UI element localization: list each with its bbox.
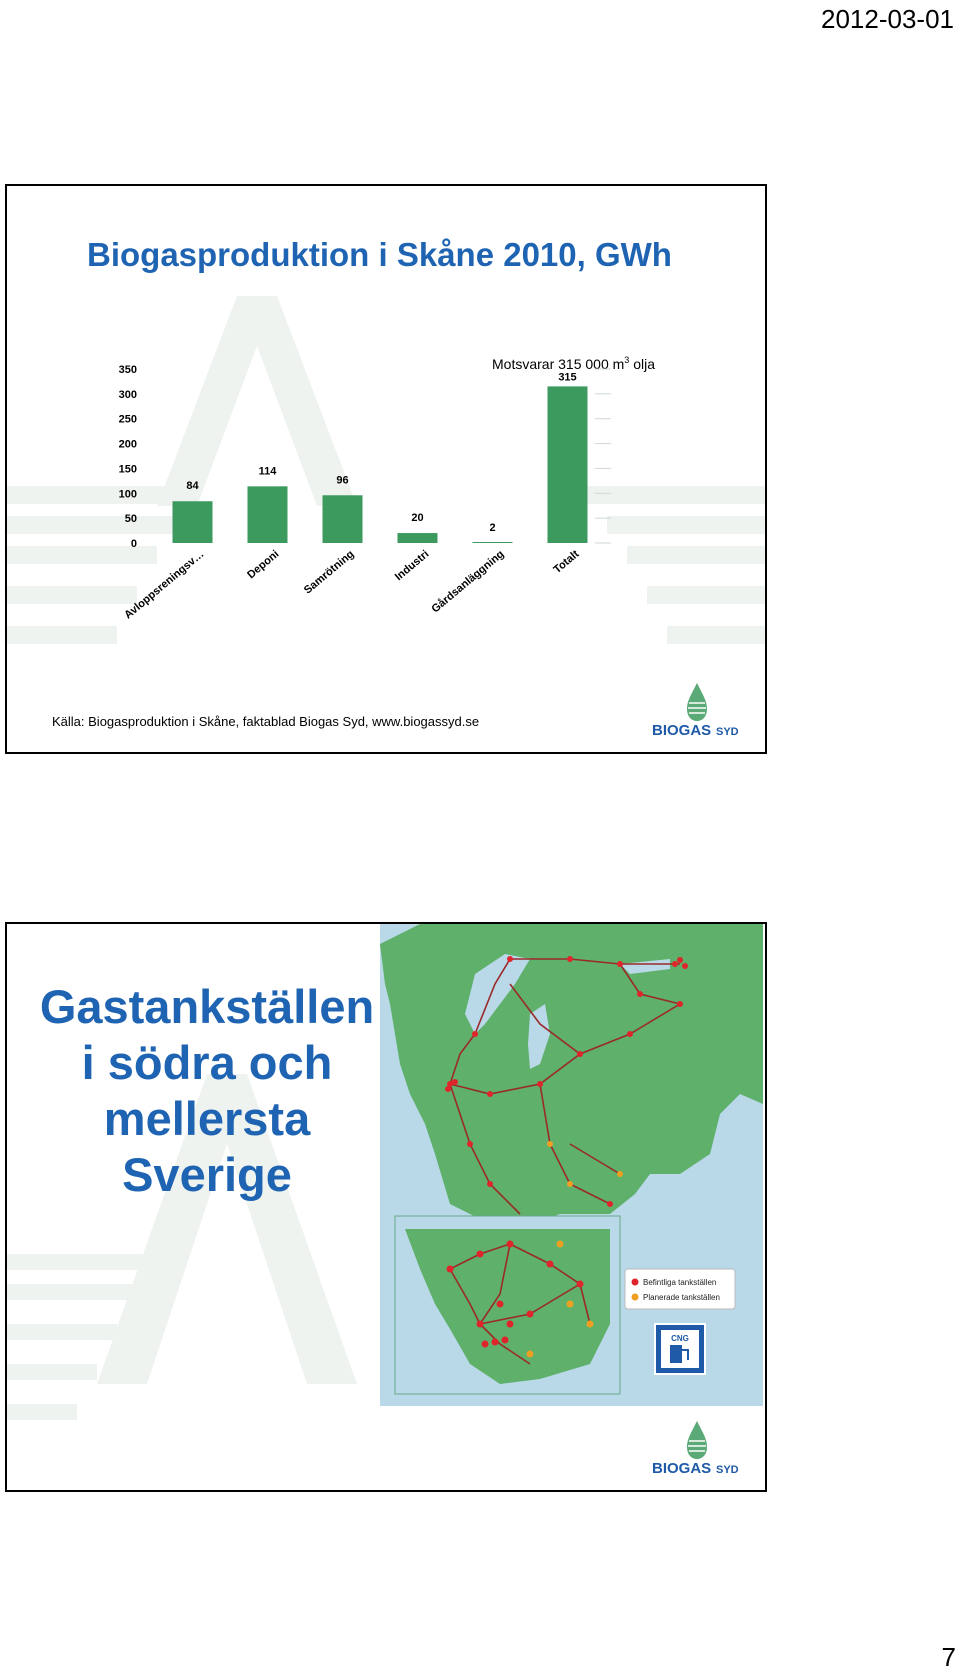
slide-title: Biogasproduktion i Skåne 2010, GWh (87, 236, 672, 273)
bar (397, 533, 438, 543)
gas-station-map: Befintliga tankställen Planerade tankstä… (380, 924, 763, 1406)
map-legend: Befintliga tankställen Planerade tankstä… (624, 1268, 736, 1310)
bar-chart: Motsvarar 315 000 m3 olja 35030025020015… (119, 355, 656, 622)
y-tick-label: 350 (119, 364, 137, 376)
bar (247, 486, 288, 543)
y-tick-label: 150 (119, 463, 137, 475)
bar (172, 501, 213, 543)
header-date: 2012-03-01 (821, 4, 954, 34)
main-map-markers (445, 956, 688, 1207)
bar-value-label: 315 (558, 371, 576, 383)
source-citation: Källa: Biogasproduktion i Skåne, faktabl… (52, 714, 480, 729)
lake-malaren (620, 959, 670, 974)
y-tick-label: 300 (119, 389, 137, 401)
biogas-syd-logo: BIOGAS SYD (652, 1421, 739, 1477)
road-network (449, 958, 681, 1215)
bar (322, 495, 363, 543)
skane-inset (394, 1215, 621, 1395)
bar-series: 84 114 96 20 2 315 (172, 368, 611, 544)
map-land (380, 924, 763, 1224)
lake-vanern (465, 954, 530, 1034)
y-tick-label: 200 (119, 439, 137, 451)
y-tick-label: 250 (119, 414, 137, 426)
bar-value-label: 2 (489, 522, 495, 534)
svg-text:BIOGAS: BIOGAS (652, 722, 711, 739)
map-island-gotland (708, 1044, 738, 1119)
y-tick-label: 50 (125, 513, 137, 525)
x-tick-label: Industri (393, 548, 432, 583)
slide-biogas-production: Biogasproduktion i Skåne 2010, GWh Motsv… (5, 184, 767, 754)
legend-planned-marker (631, 1293, 639, 1301)
biogas-syd-logo: BIOGAS SYD (652, 683, 739, 739)
legend-existing-label: Befintliga tankställen (643, 1278, 716, 1287)
background-chevron-decoration (7, 296, 765, 644)
bar (472, 542, 513, 543)
y-tick-label: 0 (131, 538, 137, 550)
legend-existing-marker (631, 1278, 639, 1286)
x-tick-label: Samrötning (302, 548, 357, 596)
page-number: 7 (941, 1642, 956, 1672)
bar-value-label: 114 (259, 465, 278, 477)
bar-value-label: 20 (411, 512, 423, 524)
svg-text:SYD: SYD (716, 726, 739, 738)
x-axis: Avloppsreningsv… Deponi Samrötning Industri… (122, 548, 581, 622)
bar (547, 386, 588, 543)
lake-vattern (528, 1004, 550, 1069)
svg-text:CNG: CNG (671, 1334, 689, 1343)
slide-title: Gastankställen i södra och mellersta Sve… (39, 980, 375, 1201)
map-graphic: Befintliga tankställen Planerade tankstä… (380, 924, 763, 1395)
background-chevron-decoration (7, 1074, 357, 1420)
slide-gas-stations: Gastankställen i södra och mellersta Sve… (5, 922, 767, 1492)
x-tick-label: Deponi (245, 548, 281, 581)
x-tick-label: Gårdsanläggning (429, 548, 506, 615)
x-tick-label: Totalt (551, 548, 581, 576)
svg-text:SYD: SYD (716, 1464, 739, 1476)
cng-sign-icon: CNG (654, 1323, 706, 1375)
map-island-oland (645, 1094, 668, 1139)
y-axis: 350 300 250 200 150 100 50 0 (119, 364, 137, 550)
bar-value-label: 84 (186, 480, 199, 492)
svg-text:BIOGAS: BIOGAS (652, 1460, 711, 1477)
x-tick-label: Avloppsreningsv… (122, 548, 206, 621)
y-tick-label: 100 (119, 488, 137, 500)
legend-planned-label: Planerade tankställen (643, 1293, 720, 1302)
chart-annotation: Motsvarar 315 000 m3 olja (492, 355, 655, 372)
bar-value-label: 96 (336, 474, 348, 486)
